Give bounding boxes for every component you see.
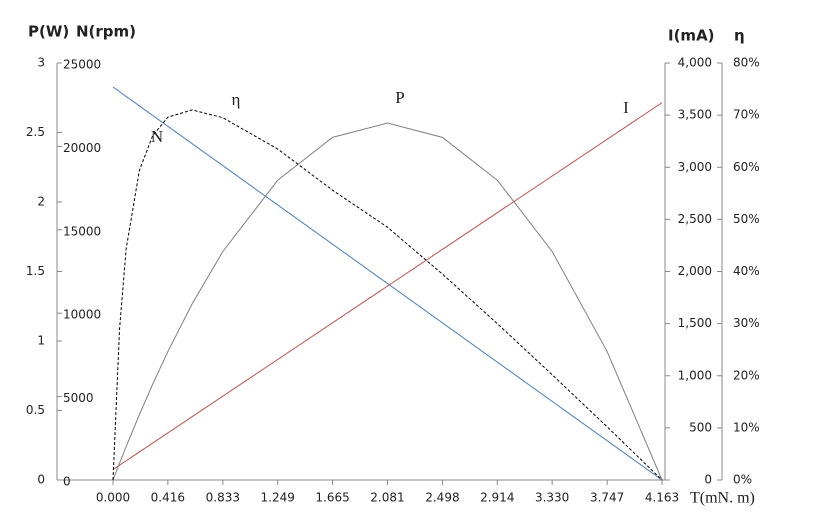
- y-tick-label: 0.5: [26, 403, 45, 417]
- y-tick-label: 3,500: [678, 108, 712, 122]
- x-tick-label: 1.249: [261, 491, 295, 505]
- axis-title: I(mA): [668, 27, 715, 45]
- x-tick-label: 0.833: [206, 491, 240, 505]
- x-tick-label: 0.416: [151, 491, 185, 505]
- y-tick-label: 3: [37, 56, 45, 70]
- y-tick-label: 0: [704, 473, 712, 487]
- y-tick-label: 0: [37, 473, 45, 487]
- x-tick-label: 2.081: [370, 491, 404, 505]
- y-tick-label: 500: [689, 420, 712, 434]
- series-label: I: [623, 98, 629, 117]
- y-tick-label: 1.5: [26, 264, 45, 278]
- series-line: [112, 122, 663, 481]
- y-tick-label: 80%: [733, 56, 760, 70]
- x-tick-label: 3.330: [535, 491, 569, 505]
- y-tick-label: 1: [37, 334, 45, 348]
- x-tick-label: 2.498: [425, 491, 459, 505]
- y-tick-label: 70%: [733, 108, 760, 122]
- axis-title: N(rpm): [76, 23, 136, 41]
- y-tick-label: 10000: [63, 308, 101, 322]
- x-axis-title: T(mN. m): [690, 490, 755, 507]
- y-tick-label: 2,500: [678, 212, 712, 226]
- series-label: N: [151, 127, 163, 146]
- y-tick-label: 50%: [733, 212, 760, 226]
- axis-title: P(W): [28, 23, 69, 41]
- y-tick-label: 0: [63, 475, 71, 489]
- x-tick-label: 4.163: [645, 491, 679, 505]
- y-tick-label: 60%: [733, 160, 760, 174]
- y-tick-label: 1,000: [678, 368, 712, 382]
- y-tick-label: 2: [37, 195, 45, 209]
- series-line: [112, 86, 663, 481]
- y-tick-label: 1,500: [678, 316, 712, 330]
- y-tick-label: 20%: [733, 368, 760, 382]
- x-tick-label: 3.747: [590, 491, 624, 505]
- y-tick-label: 3,000: [678, 160, 712, 174]
- x-tick-label: 0.000: [96, 491, 130, 505]
- x-tick-label: 1.665: [315, 491, 349, 505]
- axis-title: η: [734, 27, 745, 45]
- y-tick-label: 2,000: [678, 264, 712, 278]
- y-tick-label: 10%: [733, 420, 760, 434]
- series-label: η: [232, 90, 241, 109]
- y-tick-label: 30%: [733, 316, 760, 330]
- x-tick-label: 2.914: [480, 491, 514, 505]
- y-tick-label: 40%: [733, 264, 760, 278]
- y-tick-label: 5000: [63, 391, 94, 405]
- y-tick-label: 20000: [63, 141, 101, 155]
- y-tick-label: 15000: [63, 224, 101, 238]
- y-tick-label: 0%: [733, 473, 752, 487]
- y-tick-label: 2.5: [26, 125, 45, 139]
- series-line: [112, 109, 663, 481]
- series-line: [112, 102, 663, 470]
- series-label: P: [395, 88, 404, 107]
- y-tick-label: 25000: [63, 58, 101, 72]
- y-tick-label: 4,000: [678, 56, 712, 70]
